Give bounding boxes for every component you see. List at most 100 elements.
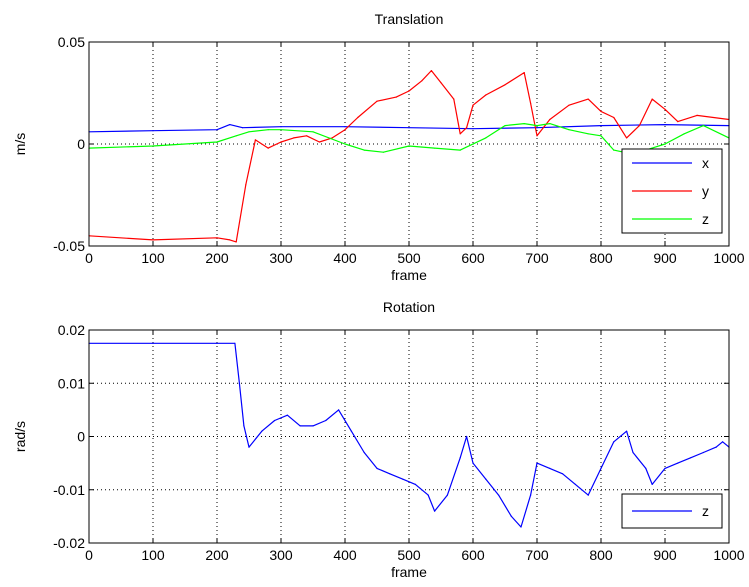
data-point [715,446,717,448]
x-tick-label: 300 [269,250,293,266]
y-tick-label: 0.02 [58,322,85,338]
data-point [504,84,506,86]
data-point [504,125,506,127]
data-point [530,102,532,104]
data-point [235,241,237,243]
series-line-y [88,69,730,243]
data-point [651,98,653,100]
x-tick-label: 700 [525,547,549,563]
data-point [549,123,551,125]
data-point [498,494,500,496]
data-point [216,129,218,131]
x-tick-label: 800 [589,250,613,266]
data-point [536,462,538,464]
legend-label: y [702,183,709,199]
data-point [229,239,231,241]
data-point [434,510,436,512]
data-point [722,441,724,443]
data-point [600,467,602,469]
data-point [331,137,333,139]
data-point [312,131,314,133]
x-tick-label: 600 [461,547,485,563]
data-point [344,126,346,128]
y-axis-label: m/s [12,133,28,156]
y-tick-label: -0.02 [53,535,85,551]
data-point [286,414,288,416]
data-point [613,441,615,443]
data-point [216,141,218,143]
data-point [357,116,359,119]
data-point [587,494,589,496]
data-point [363,451,365,454]
data-point [530,494,532,496]
data-point [645,467,647,469]
data-point [664,467,666,469]
chart-title: Translation [375,11,444,27]
y-axis-label: rad/s [12,421,28,452]
y-tick-label: 0 [77,429,85,445]
data-point [408,127,410,129]
x-tick-label: 0 [85,250,93,266]
data-point [280,126,282,128]
data-point [238,382,240,384]
legend-label: z [702,503,709,519]
data-point [344,129,346,131]
data-point [421,80,423,82]
data-point [485,94,487,96]
x-tick-label: 500 [397,250,421,266]
data-point [242,127,244,129]
data-point [306,135,308,137]
data-point [632,451,634,454]
data-point [312,425,314,427]
data-point [696,114,698,116]
x-tick-label: 600 [461,250,485,266]
data-point [338,409,340,411]
data-point [472,104,474,106]
data-point [325,419,327,422]
data-point [638,125,641,127]
y-tick-label: 0.05 [58,34,85,50]
data-point [683,133,685,135]
x-tick-label: 900 [653,547,677,563]
x-tick-label: 1000 [713,250,744,266]
data-point [434,147,436,149]
data-point [280,129,282,131]
data-point [440,82,442,84]
data-point [536,135,538,137]
data-point [446,494,448,496]
data-point [152,130,154,132]
data-point [466,127,468,129]
data-point [245,184,247,186]
x-tick-label: 0 [85,547,93,563]
chart-panel-1: 0 100 200 300 400 500 600 700 800 900 1000 -0.02 -0.… [12,299,745,580]
data-point [376,100,378,102]
x-tick-label: 100 [141,250,165,266]
data-point [350,430,352,432]
y-tick-label: 0 [77,136,85,152]
data-point [267,129,269,131]
data-point [408,145,410,147]
data-point [261,430,263,432]
data-point [600,110,602,112]
x-tick-label: 1000 [713,547,744,563]
x-tick-label: 800 [589,547,613,563]
data-point [344,143,346,145]
data-point [613,116,615,119]
data-point [248,131,250,133]
x-tick-label: 900 [653,250,677,266]
data-point [459,133,461,135]
data-point [600,135,602,137]
legend: z [621,493,723,529]
data-point [626,430,628,432]
data-point [402,478,404,480]
x-tick-label: 500 [397,547,421,563]
data-point [318,141,320,143]
data-point [389,473,391,475]
data-point [453,98,455,100]
data-point [574,483,577,485]
data-point [280,141,282,143]
x-tick-label: 400 [333,250,357,266]
x-tick-label: 400 [333,547,357,563]
legend-label: z [702,211,709,227]
data-point [690,457,692,459]
